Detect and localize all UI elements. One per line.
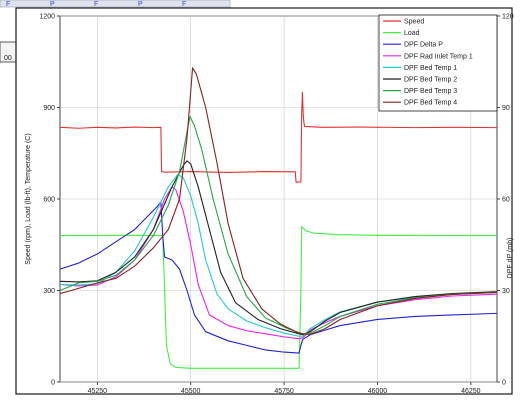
legend-label: Speed [404,19,424,26]
y2-tick-label: 90 [502,105,510,112]
y-tick-label: 0 [51,380,55,387]
y-axis-left: 0 300 600 900 1200 [39,14,60,387]
y2-axis-title: DPF dP (mb) [507,238,514,279]
x-tick-label: 45750 [274,388,294,395]
x-tick-label: 45250 [88,388,108,395]
x-tick-label: 46000 [368,388,388,395]
y-axis-right: 0 30 60 90 120 [497,14,514,387]
legend: Speed Load DPF Delta P DPF Rad Inlet Temp 1… [378,14,498,112]
legend-label: DPF Bed Temp 4 [404,100,457,107]
legend-label: DPF Bed Temp 2 [404,77,457,84]
series-line [60,225,497,369]
x-tick-label: 45500 [181,388,201,395]
legend-label: DPF Bed Temp 1 [404,65,457,72]
y-axis-title: Speed (rpm), Load (lb-ft), Temperature (… [25,133,32,264]
x-tick-label: 46250 [461,388,481,395]
app-toolbar [0,0,231,8]
y2-tick-label: 30 [502,288,510,295]
series-layer [59,67,498,369]
series-line [59,116,498,335]
legend-label: DPF Bed Temp 3 [404,88,457,95]
series-line [59,160,498,336]
y2-tick-label: 60 [502,197,510,204]
legend-box [378,14,498,112]
toolbar-item[interactable]: F [182,1,186,8]
legend-label: Load [404,30,420,37]
series-line [59,201,498,354]
series-line [59,67,498,335]
x-axis: 45250 45500 45750 46000 46250 [88,382,481,395]
y2-tick-label: 120 [502,14,514,21]
series-line [59,91,498,183]
legend-label: DPF Rad Inlet Temp 1 [404,53,473,60]
y-tick-label: 600 [43,197,55,204]
value-field-text: 00 [4,55,12,62]
y-tick-label: 300 [43,288,55,295]
toolbar-item[interactable]: F [94,1,98,8]
series-line [59,174,498,337]
toolbar-item[interactable]: P [50,1,55,8]
legend-label: DPF Delta P [404,42,443,49]
y-tick-label: 900 [43,105,55,112]
toolbar-item[interactable]: F [6,1,10,8]
y2-tick-label: 0 [502,380,506,387]
toolbar-item[interactable]: P [138,1,143,8]
y-tick-label: 1200 [39,14,55,21]
